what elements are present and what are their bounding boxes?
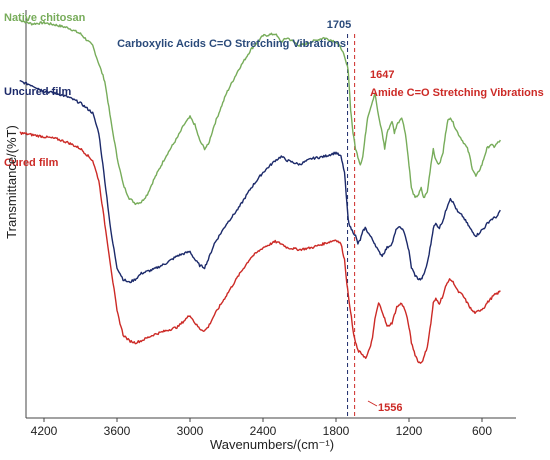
annotation-1705-number: 1705: [327, 19, 351, 31]
x-ticks: 4200 3600 3000 2400 1800 1200 600: [31, 418, 492, 438]
annotation-1556-number: 1556: [378, 402, 402, 414]
annotation-lines: [347, 34, 356, 418]
x-tick-label: 4200: [31, 424, 58, 438]
x-tick-label: 1200: [396, 424, 423, 438]
series-labels: Native chitosan Uncured film Cured film: [4, 12, 86, 169]
series-line-uncured-film: [19, 80, 501, 284]
x-tick-label: 600: [472, 424, 492, 438]
annotation-1705-text: Carboxylic Acids C=O Stretching Vibratio…: [117, 38, 346, 50]
annotation-1556-pointer: [367, 400, 378, 407]
x-axis-title: Wavenumbers/(cm⁻¹): [210, 437, 334, 452]
series-label-cured-film: Cured film: [4, 157, 59, 169]
series-line-native-chitosan: [19, 19, 501, 206]
series-line-cured-film: [19, 131, 501, 364]
x-tick-label: 2400: [250, 424, 277, 438]
series-lines: [19, 19, 501, 364]
annotation-1647-number: 1647: [370, 69, 394, 81]
series-label-uncured-film: Uncured film: [4, 86, 71, 98]
y-axis-title: Transmittance/(%T): [4, 125, 19, 239]
x-tick-label: 3600: [104, 424, 131, 438]
series-label-native-chitosan: Native chitosan: [4, 12, 86, 24]
annotation-1647-text: Amide C=O Stretching Vibrations: [370, 87, 544, 99]
x-tick-label: 3000: [177, 424, 204, 438]
x-tick-label: 1800: [323, 424, 350, 438]
